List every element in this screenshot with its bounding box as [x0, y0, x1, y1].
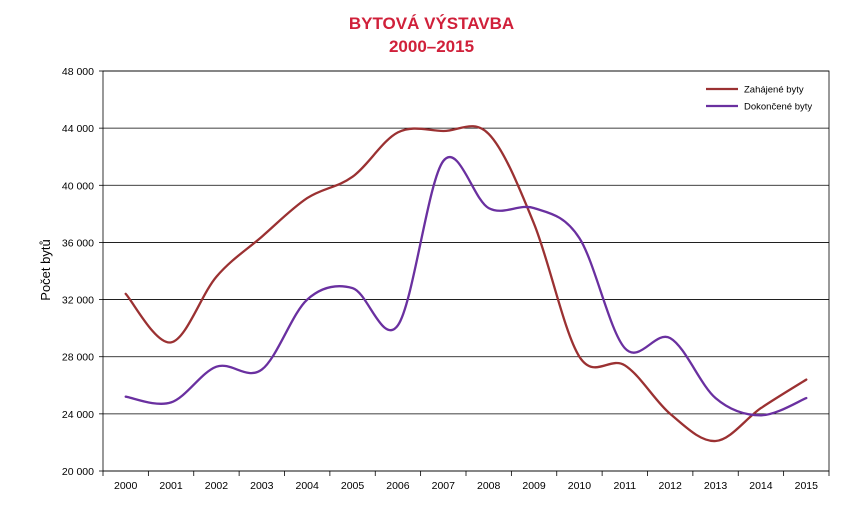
data-point: [668, 336, 672, 340]
y-tick-label: 28 000: [62, 352, 94, 364]
plot-frame: [102, 70, 830, 472]
x-tick-label: 2011: [614, 480, 637, 492]
data-point: [396, 130, 400, 134]
data-point: [396, 323, 400, 327]
data-point: [759, 413, 763, 417]
x-tick-label: 2002: [205, 480, 229, 492]
data-point: [577, 355, 581, 359]
data-point: [351, 286, 355, 290]
y-tick-label: 48 000: [62, 66, 94, 78]
legend-label: Dokončené byty: [744, 102, 812, 113]
data-point: [214, 275, 218, 279]
chart-subtitle: 2000–2015: [388, 37, 475, 56]
data-point: [169, 340, 173, 344]
x-tick-label: 2015: [795, 480, 819, 492]
x-tick-label: 2013: [704, 480, 728, 492]
y-tick-label: 40 000: [62, 180, 94, 192]
y-tick-label: 24 000: [62, 409, 94, 421]
data-point: [260, 368, 264, 372]
data-point: [124, 395, 128, 399]
data-point: [759, 406, 763, 410]
data-point: [487, 132, 491, 136]
x-tick-label: 2010: [568, 480, 592, 492]
series-line-zahajene: [124, 125, 808, 443]
data-point: [714, 396, 718, 400]
x-tick-label: 2014: [749, 480, 773, 492]
x-tick-label: 2000: [114, 480, 138, 492]
x-tick-label: 2003: [250, 480, 274, 492]
series-line-dokoncene: [124, 156, 808, 417]
data-point: [305, 298, 309, 302]
data-point: [169, 400, 173, 404]
x-tick-label: 2012: [659, 480, 683, 492]
y-tick-label: 32 000: [62, 295, 94, 307]
y-tick-label: 44 000: [62, 123, 94, 135]
data-point: [532, 222, 536, 226]
x-tick-label: 2004: [296, 480, 320, 492]
data-point: [804, 378, 808, 382]
x-tick-label: 2006: [386, 480, 410, 492]
data-point: [441, 129, 445, 133]
y-tick-label: 20 000: [62, 466, 94, 478]
data-point: [487, 206, 491, 210]
data-point: [260, 235, 264, 239]
data-point: [714, 439, 718, 443]
x-tick-label: 2008: [477, 480, 501, 492]
data-point: [668, 412, 672, 416]
y-tick-label: 36 000: [62, 237, 94, 249]
data-point: [577, 236, 581, 240]
data-point: [214, 365, 218, 369]
data-point: [351, 175, 355, 179]
data-point: [441, 159, 445, 163]
y-axis-label: Počet bytů: [38, 239, 53, 300]
legend-label: Zahájené byty: [744, 85, 804, 96]
data-point: [623, 363, 627, 367]
legend: Zahájené byty Dokončené byty: [706, 85, 812, 113]
data-point: [804, 396, 808, 400]
x-tick-label: 2005: [341, 480, 365, 492]
data-point: [532, 206, 536, 210]
data-point: [305, 196, 309, 200]
data-point: [623, 346, 627, 350]
chart-title: BYTOVÁ VÝSTAVBA: [348, 14, 515, 33]
data-point: [124, 292, 128, 296]
x-tick-label: 2009: [522, 480, 546, 492]
x-tick-label: 2007: [432, 480, 456, 492]
x-tick-label: 2001: [159, 480, 183, 492]
